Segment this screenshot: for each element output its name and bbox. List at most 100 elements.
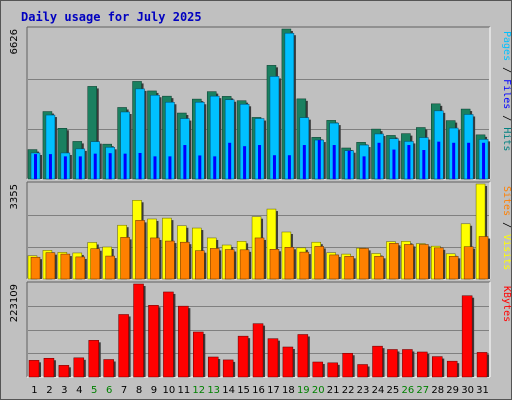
bar-kbytes <box>103 359 114 378</box>
bar-sites <box>389 243 399 280</box>
x-tick-label: 27 <box>416 385 429 396</box>
bar-kbytes <box>43 357 55 378</box>
bar-files <box>78 156 82 179</box>
bar-files <box>198 155 202 179</box>
bar-sites <box>374 256 384 280</box>
bar-sites <box>344 256 354 280</box>
series-legend: KBytes <box>501 286 511 322</box>
bar-sites <box>209 248 220 280</box>
bar-files <box>48 154 52 179</box>
series-legend: Pages / Files / Hits <box>501 31 511 151</box>
bar-kbytes <box>312 361 324 378</box>
bar-sites <box>180 241 190 280</box>
bar-kbytes <box>88 340 99 378</box>
x-tick-label: 2 <box>46 385 52 396</box>
bar-sites <box>434 247 444 280</box>
bar-kbytes <box>282 346 294 378</box>
bar-kbytes <box>297 334 309 378</box>
bar-kbytes <box>402 349 413 378</box>
bar-sites <box>195 250 205 280</box>
bar-sites <box>30 256 41 280</box>
bar-kbytes <box>387 349 398 378</box>
bar-sites <box>463 246 474 280</box>
bar-sites <box>75 256 86 280</box>
y-max-label: 6626 <box>9 29 20 54</box>
x-tick-label: 11 <box>177 385 190 396</box>
bar-kbytes <box>133 283 144 378</box>
y-max-label: 3355 <box>9 184 20 209</box>
bar-kbytes <box>267 338 279 378</box>
bar-files <box>243 146 247 179</box>
bar-files <box>407 145 411 179</box>
x-tick-label: 23 <box>357 385 370 396</box>
bar-kbytes <box>237 335 249 378</box>
x-tick-label: 4 <box>76 385 82 396</box>
bar-sites <box>135 220 145 280</box>
bar-kbytes <box>446 360 458 378</box>
x-tick-label: 21 <box>327 385 340 396</box>
bar-files <box>34 154 37 179</box>
bar-sites <box>359 248 369 280</box>
bar-kbytes <box>118 314 129 378</box>
bar-files <box>168 156 172 179</box>
x-tick-label: 3 <box>61 385 67 396</box>
bar-sites <box>329 254 339 280</box>
legend-label: Hits <box>501 127 511 151</box>
bar-files <box>93 153 97 179</box>
bar-sites <box>224 249 235 280</box>
bar-files <box>317 140 321 179</box>
bar-files <box>467 142 471 179</box>
bar-kbytes <box>58 365 70 378</box>
legend-label: Visits <box>501 234 511 270</box>
x-tick-label: 25 <box>387 385 400 396</box>
x-tick-label: 24 <box>372 385 385 396</box>
bar-files <box>347 150 351 179</box>
panel-kbytes: 223109 KBytes <box>9 281 511 378</box>
bar-kbytes <box>372 345 383 378</box>
bar-files <box>302 145 306 179</box>
bar-sites <box>299 251 310 280</box>
x-tick-label: 13 <box>207 385 220 396</box>
bar-sites <box>165 240 175 280</box>
bar-files <box>422 150 426 179</box>
x-tick-label: 26 <box>401 385 414 396</box>
x-tick-label: 8 <box>136 385 142 396</box>
bar-sites <box>105 255 115 280</box>
bar-kbytes <box>193 331 204 378</box>
bar-sites <box>419 244 429 280</box>
bar-kbytes <box>222 359 234 378</box>
bar-kbytes <box>476 352 488 378</box>
x-tick-label: 19 <box>297 385 310 396</box>
x-tick-label: 1 <box>31 385 37 396</box>
bar-sites <box>404 244 414 280</box>
bar-kbytes <box>357 364 368 378</box>
x-tick-label: 12 <box>192 385 205 396</box>
bar-kbytes <box>73 357 85 378</box>
bar-kbytes <box>327 362 338 378</box>
bar-sites <box>269 249 280 280</box>
x-tick-label: 28 <box>431 385 444 396</box>
x-tick-label: 31 <box>476 385 489 396</box>
bar-files <box>482 142 486 179</box>
x-tick-label: 15 <box>237 385 250 396</box>
bar-files <box>123 153 127 179</box>
legend-label: / <box>501 216 511 234</box>
bar-sites <box>60 253 71 280</box>
bar-sites <box>314 246 325 280</box>
bar-files <box>153 156 157 179</box>
series-legend: Sites / Visits <box>501 186 511 270</box>
bar-sites <box>120 237 130 280</box>
bar-files <box>392 149 396 179</box>
x-tick-label: 20 <box>312 385 325 396</box>
legend-label: / <box>501 109 511 127</box>
x-tick-label: 10 <box>163 385 176 396</box>
bar-files <box>362 156 366 179</box>
x-tick-label: 16 <box>252 385 265 396</box>
x-tick-label: 9 <box>151 385 157 396</box>
x-tick-label: 18 <box>282 385 295 396</box>
chart-title: Daily usage for July 2025 <box>21 10 202 24</box>
x-tick-label: 17 <box>267 385 280 396</box>
legend-label: KBytes <box>501 286 511 322</box>
bar-sites <box>284 247 295 280</box>
